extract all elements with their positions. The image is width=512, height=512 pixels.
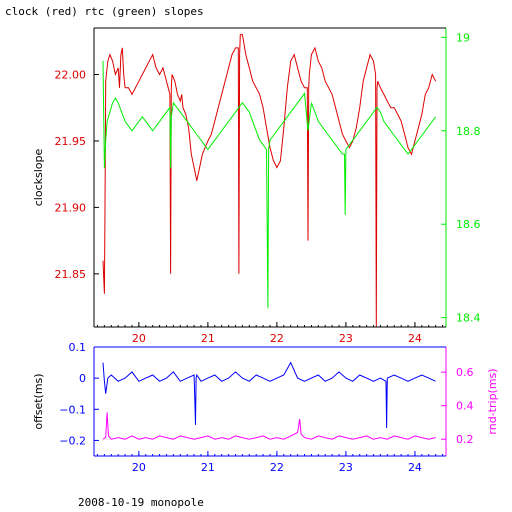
panel2-ytick-label-3: −0.2 <box>59 434 86 447</box>
panel1-ytick-label-3: 22.00 <box>55 69 87 82</box>
panel1-xtick-label-20: 20 <box>132 332 146 345</box>
panel2-xtick-label-24: 24 <box>408 461 422 474</box>
panel2-xtick-label-22: 22 <box>270 461 284 474</box>
panel1-y2tick-label-1: 18.6 <box>456 218 481 231</box>
panel1-xtick-label-23: 23 <box>339 332 353 345</box>
panel2-ylabel: offset(ms) <box>32 373 45 429</box>
panel2-y2tick-label-1: 0.4 <box>456 400 474 413</box>
panel2-y2tick-label-0: 0.2 <box>456 433 474 446</box>
page-title: clock (red) rtc (green) slopes <box>5 5 204 18</box>
panel1-xtick-label-21: 21 <box>201 332 215 345</box>
panel1-series-2-line <box>102 60 437 309</box>
panel2-series-2-line <box>102 412 436 440</box>
panel2-y2tick-label-2: 0.6 <box>456 366 474 379</box>
panel1-xtick-label-22: 22 <box>270 332 284 345</box>
footer-label: 2008-10-19 monopole <box>78 496 204 509</box>
panel2-y2label: rnd-trip(ms) <box>486 368 499 434</box>
panel2-xtick-label-20: 20 <box>132 461 146 474</box>
panel1-series-1-line <box>102 34 437 328</box>
panel1-y2tick-label-3: 19 <box>456 31 470 44</box>
panel1-y2tick-label-0: 18.4 <box>456 312 481 325</box>
panel2-ytick-label-2: −0.1 <box>59 403 86 416</box>
panel1-xtick-label-24: 24 <box>408 332 422 345</box>
panel2-ytick-label-0: 0.1 <box>69 341 87 354</box>
panel1-ytick-label-0: 21.85 <box>55 268 87 281</box>
panel1-y2tick-label-2: 18.8 <box>456 125 481 138</box>
panel2-ytick-label-1: 0 <box>79 372 86 385</box>
panel2-xtick-label-23: 23 <box>339 461 353 474</box>
panel2-xtick-label-21: 21 <box>201 461 215 474</box>
panel1-ytick-label-1: 21.90 <box>55 201 87 214</box>
panel1-ylabel: clockslope <box>32 149 45 207</box>
panel1-ytick-label-2: 21.95 <box>55 135 87 148</box>
panel2-series-1-line <box>102 361 436 429</box>
